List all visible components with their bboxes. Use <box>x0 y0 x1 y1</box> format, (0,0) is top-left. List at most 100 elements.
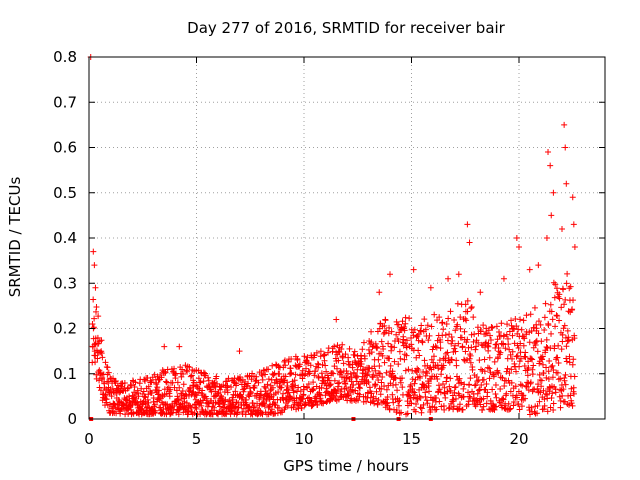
data-point <box>242 409 249 416</box>
data-point <box>445 405 452 412</box>
data-point <box>255 379 262 386</box>
data-point <box>409 376 416 383</box>
data-point <box>337 388 344 395</box>
data-point <box>483 400 490 407</box>
data-point <box>307 362 314 369</box>
data-point <box>355 360 362 367</box>
data-point <box>416 352 423 359</box>
data-point-spike <box>90 248 97 255</box>
data-point <box>278 376 285 383</box>
data-point-spike <box>526 266 533 273</box>
data-point <box>568 400 575 407</box>
data-point <box>507 405 514 412</box>
data-point <box>105 369 112 376</box>
data-point <box>492 382 499 389</box>
data-point <box>497 349 504 356</box>
data-point <box>481 356 488 363</box>
data-point <box>269 384 276 391</box>
data-point <box>512 383 519 390</box>
data-point <box>570 356 577 363</box>
data-point <box>144 374 151 381</box>
data-point <box>459 343 466 350</box>
data-point <box>228 384 235 391</box>
data-point <box>224 382 231 389</box>
data-point <box>540 406 547 413</box>
data-point <box>425 380 432 387</box>
data-point <box>515 401 522 408</box>
data-point <box>278 384 285 391</box>
data-point <box>480 322 487 329</box>
data-point <box>155 387 162 394</box>
data-point <box>554 312 561 319</box>
data-point <box>436 314 443 321</box>
data-point <box>555 342 562 349</box>
data-point <box>473 343 480 350</box>
data-point-spike <box>445 275 452 282</box>
data-point <box>558 346 565 353</box>
data-point <box>515 344 522 351</box>
data-point <box>436 357 443 364</box>
data-point <box>261 402 268 409</box>
data-point <box>436 398 443 405</box>
data-point <box>484 364 491 371</box>
data-point <box>305 380 312 387</box>
data-point <box>502 345 509 352</box>
data-point <box>90 296 97 303</box>
data-point <box>323 398 330 405</box>
data-point <box>550 366 557 373</box>
data-point <box>209 411 216 418</box>
data-point <box>552 389 559 396</box>
data-point <box>446 383 453 390</box>
data-point <box>142 400 149 407</box>
data-point <box>399 384 406 391</box>
data-point <box>486 365 493 372</box>
data-point <box>555 376 562 383</box>
data-point <box>541 314 548 321</box>
data-point <box>414 396 421 403</box>
data-point <box>251 382 258 389</box>
data-point <box>482 330 489 337</box>
data-point <box>506 370 513 377</box>
data-point <box>179 387 186 394</box>
data-point <box>276 404 283 411</box>
data-point <box>319 361 326 368</box>
data-point <box>384 394 391 401</box>
data-point <box>180 381 187 388</box>
data-point <box>383 369 390 376</box>
data-point <box>566 359 573 366</box>
data-point <box>268 406 275 413</box>
data-point <box>467 375 474 382</box>
data-point <box>426 388 433 395</box>
y-tick-label: 0.4 <box>53 229 77 247</box>
data-point <box>334 365 341 372</box>
data-point <box>372 381 379 388</box>
data-point <box>203 395 210 402</box>
data-point <box>468 344 475 351</box>
data-point <box>249 400 256 407</box>
data-point <box>197 379 204 386</box>
data-point <box>456 375 463 382</box>
data-point <box>90 324 97 331</box>
data-point <box>301 353 308 360</box>
data-point <box>99 374 106 381</box>
data-point <box>481 368 488 375</box>
data-point <box>388 328 395 335</box>
data-point <box>395 398 402 405</box>
data-point <box>510 398 517 405</box>
data-point <box>535 318 542 325</box>
data-point <box>395 361 402 368</box>
data-point <box>295 384 302 391</box>
data-point <box>509 332 516 339</box>
data-point <box>114 401 121 408</box>
data-point <box>520 392 527 399</box>
data-point <box>456 401 463 408</box>
data-point <box>539 361 546 368</box>
data-point <box>436 386 443 393</box>
data-point <box>557 386 564 393</box>
data-point-spike <box>236 348 243 355</box>
data-point <box>517 316 524 323</box>
data-point <box>428 376 435 383</box>
data-point <box>433 395 440 402</box>
data-point <box>505 406 512 413</box>
data-point <box>466 393 473 400</box>
